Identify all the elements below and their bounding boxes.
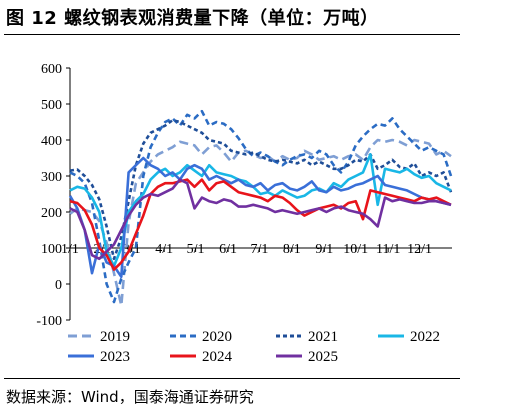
x-tick-label: 10/1 [343,242,368,257]
y-tick-label: 200 [41,206,62,221]
x-tick-label: 6/1 [219,242,237,257]
source-note: 数据来源：Wind，国泰海通证券研究 [6,388,254,406]
series-line-2020 [69,109,453,304]
series-line-2022 [69,153,452,268]
legend-label-2020: 2020 [202,329,232,345]
y-tick-label: 400 [41,134,62,149]
x-tick-label: 8/1 [283,242,301,257]
legend: 2019 2020 2021 2022 2023 2024 2025 [68,329,440,365]
y-tick-label: -100 [36,314,62,329]
x-tick-label: 12/1 [407,242,432,257]
x-tick-label: 11/1 [376,242,400,257]
series-lines [68,109,453,307]
source-rule [4,378,460,379]
y-tick-label: 300 [41,170,62,185]
legend-label-2025: 2025 [308,349,338,365]
series-line-2019 [69,138,452,307]
x-tick-label: 7/1 [250,242,268,257]
legend-label-2021: 2021 [308,329,338,345]
y-tick-label: 100 [41,242,62,257]
y-tick-label: 600 [41,62,62,77]
y-tick-label: 500 [41,98,62,113]
chart-title: 图 12 螺纹钢表观消费量下降（单位：万吨） [6,8,379,29]
legend-label-2024: 2024 [202,349,233,365]
y-tick-label: 0 [55,278,62,293]
x-tick-label: 4/1 [155,242,173,257]
series-line-2024 [69,178,452,271]
series-line-2025 [69,178,452,261]
legend-label-2022: 2022 [410,329,440,345]
title-rule [4,34,460,35]
x-tick-label: 5/1 [187,242,205,257]
series-line-2021 [69,118,453,261]
x-tick-label: 9/1 [315,242,333,257]
legend-label-2023: 2023 [100,349,130,365]
x-tick-label: 1/1 [61,242,79,257]
series-line-2023 [68,156,452,279]
legend-label-2019: 2019 [100,329,130,345]
